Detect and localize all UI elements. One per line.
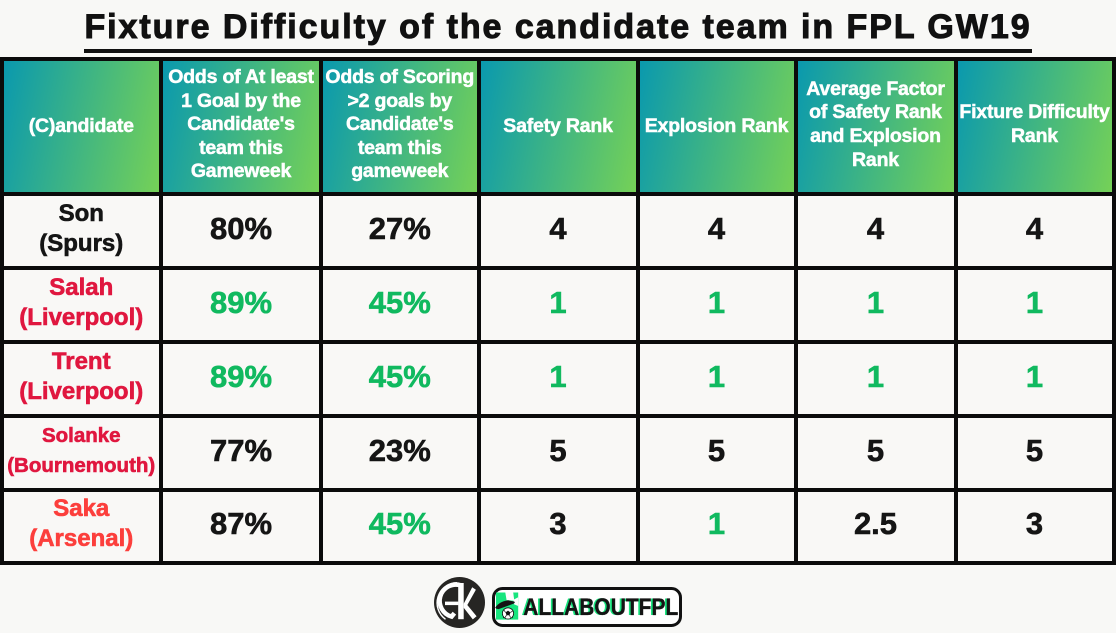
svg-text:ALLABOUTFPL: ALLABOUTFPL <box>523 594 678 621</box>
svg-text:ALLABOUTFPL: ALLABOUTFPL <box>522 594 677 621</box>
